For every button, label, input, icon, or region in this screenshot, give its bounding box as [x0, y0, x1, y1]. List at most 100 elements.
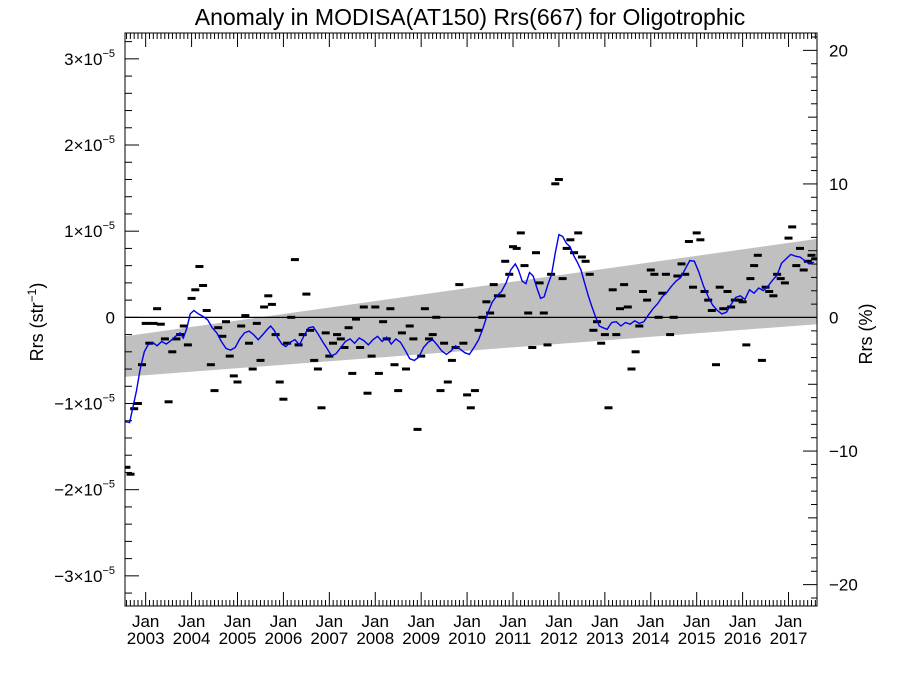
data-point: [803, 259, 812, 263]
data-point: [229, 374, 238, 378]
data-point: [792, 264, 801, 268]
data-point: [597, 341, 606, 345]
data-point: [554, 178, 563, 181]
y-tick-label: 0: [106, 308, 115, 327]
data-point: [210, 389, 219, 393]
data-point: [222, 320, 230, 324]
y-tick-label: −3×10−5: [54, 565, 115, 586]
data-point: [333, 333, 342, 337]
data-point: [723, 290, 732, 293]
data-point: [474, 328, 483, 332]
data-point: [539, 311, 548, 315]
y2-tick-label: −20: [829, 576, 858, 595]
x-tick-year: 2010: [448, 629, 486, 648]
y-tick-mantissa: 3×10: [64, 50, 102, 69]
data-point: [543, 343, 552, 347]
y-tick-mantissa: 2×10: [64, 136, 102, 155]
data-point: [428, 333, 437, 337]
x-tick-month: Jan: [729, 612, 756, 631]
x-tick-year: 2008: [356, 629, 394, 648]
data-point: [409, 337, 418, 341]
data-point: [581, 259, 590, 263]
x-tick-month: Jan: [683, 612, 710, 631]
data-point: [402, 367, 410, 371]
data-point: [799, 268, 808, 272]
data-point: [684, 240, 693, 243]
x-tick-year: 2005: [219, 629, 257, 648]
data-point: [455, 283, 464, 287]
data-point: [765, 290, 774, 293]
data-point: [440, 341, 449, 345]
data-point: [325, 354, 334, 358]
data-point: [363, 391, 372, 395]
data-point: [321, 331, 330, 335]
data-point: [700, 290, 709, 293]
x-tick-month: Jan: [178, 612, 205, 631]
data-point: [283, 341, 292, 345]
y-tick-label: −2×10−5: [54, 479, 115, 500]
data-point: [750, 264, 759, 268]
data-point: [344, 326, 353, 330]
data-point: [183, 343, 192, 347]
data-point: [459, 341, 468, 345]
data-point: [218, 334, 227, 338]
data-point: [654, 315, 663, 319]
y-tick-mantissa: −3×10: [54, 567, 102, 586]
smoothed-line: [125, 233, 815, 424]
data-point: [425, 337, 433, 341]
x-tick-year: 2003: [127, 629, 165, 648]
data-point: [574, 231, 583, 235]
data-point: [727, 305, 736, 309]
data-point: [486, 311, 495, 315]
x-tick-month: Jan: [362, 612, 389, 631]
data-point: [566, 238, 575, 242]
data-point: [160, 337, 169, 341]
data-point: [692, 231, 701, 235]
data-point: [352, 317, 360, 321]
x-tick-year: 2011: [495, 629, 532, 648]
data-point: [585, 272, 594, 276]
data-point: [650, 272, 659, 276]
y-tick-exponent: −5: [102, 134, 115, 146]
data-point: [807, 253, 816, 257]
x-tick-year: 2013: [586, 629, 624, 648]
y-tick-label: 3×10−5: [64, 48, 115, 69]
x-tick-month: Jan: [132, 612, 159, 631]
data-point: [639, 290, 647, 293]
data-point: [310, 358, 319, 362]
y-tick-exponent: −5: [102, 565, 115, 577]
y-tick-mantissa: −1×10: [54, 395, 102, 414]
data-point: [252, 321, 261, 325]
data-point: [420, 307, 429, 311]
data-point: [138, 363, 146, 367]
data-point: [528, 346, 537, 349]
data-point: [374, 371, 383, 375]
data-point: [558, 277, 567, 281]
data-point: [256, 358, 265, 362]
chart-title: Anomaly in MODISA(AT150) Rrs(667) for Ol…: [195, 4, 745, 30]
data-point: [738, 300, 747, 304]
data-point: [707, 309, 716, 312]
data-point: [225, 354, 234, 358]
data-point: [126, 472, 135, 476]
data-point: [811, 257, 817, 261]
x-tick-year: 2012: [540, 629, 578, 648]
data-point: [562, 246, 571, 250]
data-point: [712, 363, 720, 367]
y-tick-mantissa: 0: [106, 308, 115, 327]
x-tick-year: 2015: [678, 629, 716, 648]
x-tick-year: 2017: [770, 629, 808, 648]
data-point: [329, 341, 337, 345]
y-tick-exponent: −5: [102, 48, 115, 60]
y-tick-exponent: −5: [102, 479, 115, 491]
data-point: [191, 288, 200, 292]
data-point: [666, 333, 675, 337]
data-point: [677, 262, 686, 266]
y-axis-label-right: Rrs (%): [856, 304, 876, 365]
y-tick-label: −1×10−5: [54, 393, 115, 414]
y-axis-label-left-close: ): [27, 283, 47, 289]
data-point: [627, 367, 636, 371]
data-point: [164, 400, 173, 404]
data-point: [761, 285, 770, 289]
